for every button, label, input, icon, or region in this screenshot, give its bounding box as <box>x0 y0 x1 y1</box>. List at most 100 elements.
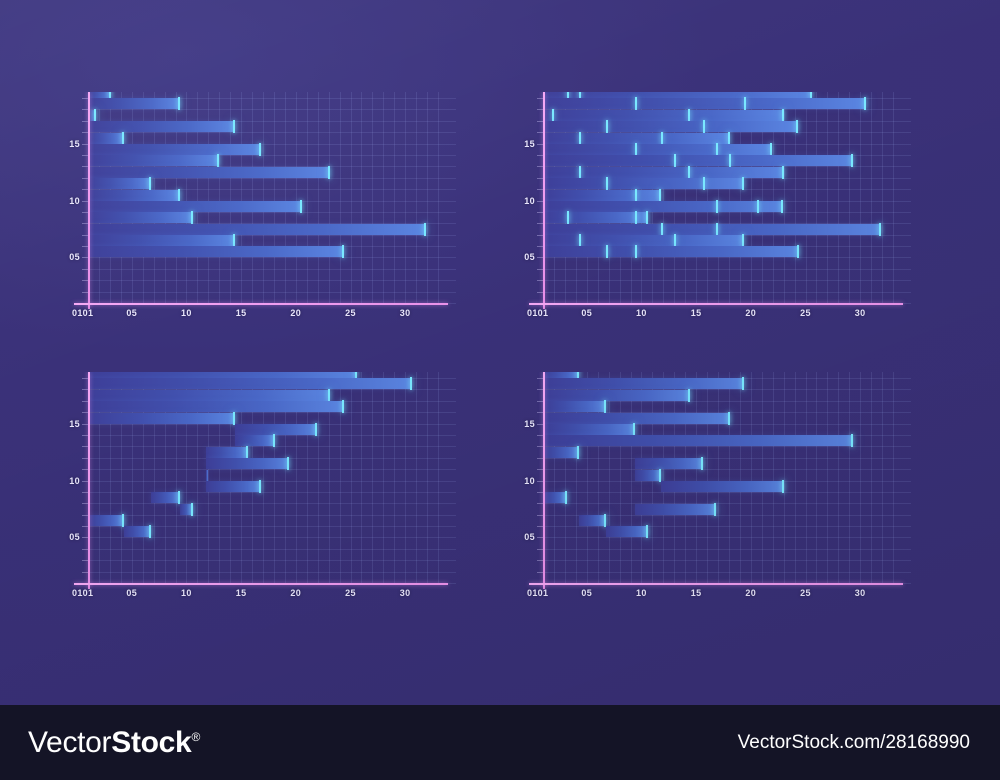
x-axis-tick-label: 15 <box>235 308 247 318</box>
y-axis-tick <box>537 211 543 213</box>
x-axis-line <box>74 303 448 305</box>
gantt-bar[interactable] <box>543 188 662 202</box>
gantt-bar[interactable] <box>543 491 568 505</box>
gantt-bar[interactable] <box>543 222 881 236</box>
gantt-bar[interactable] <box>543 434 853 448</box>
y-axis-tick <box>82 132 88 134</box>
gantt-bar-segment-divider <box>634 97 637 111</box>
gantt-bar[interactable] <box>206 479 261 493</box>
gridline-horizontal <box>88 469 456 471</box>
y-axis-tick <box>537 143 543 145</box>
gantt-bar[interactable] <box>234 422 317 436</box>
y-axis-tick <box>82 457 88 459</box>
gantt-bar[interactable] <box>88 372 358 379</box>
y-axis-line <box>543 372 545 589</box>
gantt-bar[interactable] <box>543 177 745 191</box>
gantt-bar-segment-divider <box>688 165 691 179</box>
gantt-bar[interactable] <box>543 97 866 111</box>
gridline-vertical <box>306 372 308 583</box>
gantt-bar-segment-divider <box>606 245 609 259</box>
gantt-bar[interactable] <box>543 372 580 379</box>
gantt-chart-top-left: 01 05 10 15 20 25 30 01 05 10 15 <box>60 92 460 322</box>
gantt-bar[interactable] <box>179 502 194 516</box>
gantt-bar[interactable] <box>634 502 716 516</box>
gantt-bar[interactable] <box>543 108 784 122</box>
gantt-bar[interactable] <box>543 411 731 425</box>
gantt-bar[interactable] <box>206 457 290 471</box>
gridline-vertical <box>416 372 418 583</box>
gantt-bar[interactable] <box>543 131 731 145</box>
gantt-bar[interactable] <box>151 491 181 505</box>
gantt-bar[interactable] <box>88 165 330 179</box>
gantt-bar[interactable] <box>543 142 772 156</box>
gridline-vertical <box>273 92 275 303</box>
gantt-bar[interactable] <box>88 177 152 191</box>
gantt-bar[interactable] <box>543 422 635 436</box>
gantt-bar[interactable] <box>124 525 152 539</box>
gantt-bar[interactable] <box>88 108 96 122</box>
gridline-vertical <box>186 372 188 583</box>
gantt-bar[interactable] <box>661 479 784 493</box>
gantt-bar[interactable] <box>543 120 798 134</box>
y-axis-tick <box>537 109 543 111</box>
y-axis-tick <box>82 257 88 259</box>
gridline-vertical <box>871 92 873 303</box>
gantt-bar[interactable] <box>88 97 180 111</box>
y-axis-tick <box>82 280 88 282</box>
gantt-bar[interactable] <box>543 199 783 213</box>
gridline-horizontal <box>543 423 911 425</box>
gantt-bar[interactable] <box>543 234 745 248</box>
gantt-bar[interactable] <box>88 92 111 99</box>
gantt-bar[interactable] <box>543 154 853 168</box>
gantt-bar[interactable] <box>634 457 703 471</box>
gantt-bar[interactable] <box>88 514 125 528</box>
gridline-horizontal <box>88 132 456 134</box>
gantt-bar[interactable] <box>543 445 580 459</box>
y-axis-tick <box>537 378 543 379</box>
gridline-vertical <box>405 372 407 583</box>
gantt-bar[interactable] <box>206 445 248 459</box>
gantt-bar[interactable] <box>88 377 412 391</box>
gantt-bar[interactable] <box>88 222 426 236</box>
gridline-vertical <box>208 92 210 303</box>
y-axis-tick <box>82 109 88 111</box>
gantt-bar[interactable] <box>88 411 235 425</box>
gantt-bar[interactable] <box>88 188 180 202</box>
gantt-bar[interactable] <box>88 142 261 156</box>
gantt-bar-segment-divider <box>634 188 637 202</box>
x-axis-line <box>529 583 903 585</box>
gantt-bar[interactable] <box>579 514 607 528</box>
gantt-bar[interactable] <box>543 388 690 402</box>
gantt-bar[interactable] <box>543 400 607 414</box>
plot-area: 01 05 10 15 20 25 30 01 05 10 15 <box>60 372 460 602</box>
gridline-vertical <box>197 372 199 583</box>
gantt-bar[interactable] <box>88 154 220 168</box>
y-axis-tick <box>537 457 543 459</box>
y-axis-tick-label: 05 <box>69 252 80 263</box>
gantt-bar[interactable] <box>543 211 648 225</box>
gridline-vertical <box>663 92 665 303</box>
gantt-bar-segment-divider <box>702 177 705 191</box>
gantt-bar[interactable] <box>88 400 344 414</box>
gantt-bar[interactable] <box>634 468 662 482</box>
gantt-bar[interactable] <box>234 434 276 448</box>
gantt-bar[interactable] <box>88 199 303 213</box>
gantt-bar-segment-divider <box>661 222 664 236</box>
watermark-bar: VectorStock® VectorStock.com/28168990 <box>0 705 1000 780</box>
gantt-bar[interactable] <box>606 525 648 539</box>
gantt-bar[interactable] <box>543 165 784 179</box>
gantt-bar[interactable] <box>543 377 745 391</box>
gantt-bar[interactable] <box>206 469 209 481</box>
gantt-bar[interactable] <box>543 92 813 99</box>
gantt-bar[interactable] <box>88 234 235 248</box>
gantt-bar[interactable] <box>88 388 330 402</box>
x-axis-tick-label: 01 <box>537 308 549 318</box>
gantt-bar[interactable] <box>543 245 799 259</box>
gridline-vertical <box>394 372 396 583</box>
y-axis-tick <box>82 98 88 99</box>
gantt-bar[interactable] <box>88 131 125 145</box>
gantt-bar[interactable] <box>88 245 344 259</box>
gantt-bar[interactable] <box>88 211 193 225</box>
gantt-chart-bottom-left: 01 05 10 15 20 25 30 01 05 10 15 <box>60 372 460 602</box>
gantt-bar[interactable] <box>88 120 235 134</box>
